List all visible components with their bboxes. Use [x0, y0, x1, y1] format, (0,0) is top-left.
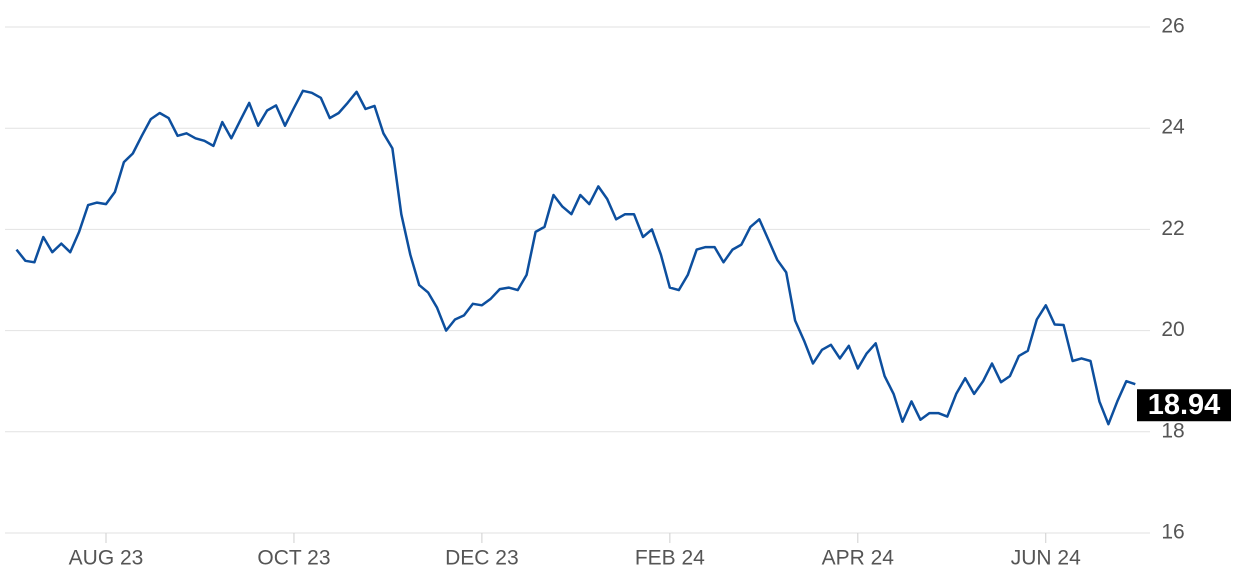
y-tick-label: 18	[1161, 419, 1184, 442]
x-tick-label: APR 24	[822, 547, 895, 570]
y-tick-label: 24	[1161, 116, 1185, 139]
y-tick-label: 16	[1161, 521, 1184, 544]
last-value-label: 18.94	[1148, 389, 1221, 421]
x-tick-label: OCT 23	[257, 547, 330, 570]
y-tick-label: 22	[1161, 217, 1184, 240]
y-tick-label: 26	[1161, 15, 1184, 38]
x-tick-label: DEC 23	[445, 547, 519, 570]
price-line	[15, 89, 1136, 426]
x-tick-label: JUN 24	[1011, 547, 1081, 570]
x-tick-label: FEB 24	[635, 547, 705, 570]
x-tick-label: AUG 23	[69, 547, 144, 570]
last-value-badge	[1137, 389, 1231, 422]
y-tick-label: 20	[1161, 318, 1184, 341]
